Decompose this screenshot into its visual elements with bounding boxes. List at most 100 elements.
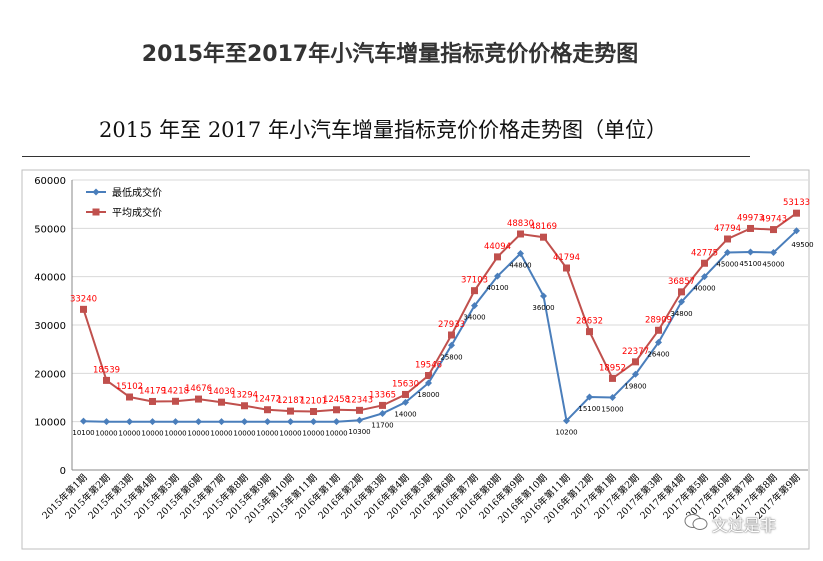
min-data-label: 18000 — [417, 391, 439, 399]
avg-series-point — [586, 328, 593, 336]
min-data-label: 10000 — [141, 430, 163, 438]
y-tick-label: 60000 — [34, 176, 66, 187]
min-series-point — [793, 227, 800, 235]
avg-data-label: 47794 — [714, 224, 741, 234]
avg-series-point — [448, 331, 455, 339]
min-data-label: 34000 — [463, 314, 485, 322]
avg-data-label: 28632 — [576, 317, 603, 327]
min-data-label: 10000 — [164, 430, 186, 438]
min-data-label: 14000 — [394, 410, 416, 418]
avg-data-label: 12458 — [323, 395, 350, 405]
avg-series-point — [747, 224, 754, 232]
min-data-label: 10000 — [187, 430, 209, 438]
y-tick-label: 0 — [60, 466, 66, 477]
avg-series-point — [563, 264, 570, 272]
avg-data-label: 41794 — [553, 253, 580, 263]
min-data-label: 11700 — [371, 421, 393, 429]
min-data-label: 26400 — [647, 350, 669, 358]
min-data-label: 10000 — [233, 430, 255, 438]
page-title: 2015年至2017年小汽车增量指标竞价价格走势图 — [141, 42, 639, 67]
min-series-point — [241, 418, 248, 426]
min-data-label: 10000 — [256, 430, 278, 438]
avg-data-label: 42775 — [691, 248, 718, 258]
avg-series-point — [264, 406, 271, 414]
min-data-label: 34800 — [670, 310, 692, 318]
avg-series-point — [701, 259, 708, 267]
avg-series-point — [494, 253, 501, 261]
min-data-label: 40000 — [693, 285, 715, 293]
avg-data-label: 12101 — [300, 397, 327, 407]
avg-series-point — [218, 398, 225, 406]
min-series-point — [425, 379, 432, 387]
min-series-point — [103, 418, 110, 426]
avg-data-label: 12187 — [277, 396, 304, 406]
min-series-point — [264, 418, 271, 426]
min-series-point — [701, 273, 708, 281]
min-series-point — [149, 418, 156, 426]
min-data-label: 44800 — [509, 261, 531, 269]
min-series-point — [770, 249, 777, 256]
data-labels: 10100 10000 10000 10000 10000 10000 10000 10000… — [70, 198, 814, 437]
min-data-label: 45000 — [762, 261, 784, 269]
avg-data-label: 13294 — [231, 391, 258, 401]
min-data-label: 10100 — [72, 429, 94, 437]
min-series-point — [471, 302, 478, 310]
min-data-label: 19800 — [624, 382, 646, 390]
min-data-label: 45100 — [739, 260, 761, 268]
min-data-label: 15000 — [601, 406, 623, 414]
heading-divider — [22, 156, 750, 157]
avg-data-label: 18952 — [599, 363, 626, 373]
avg-data-label: 27933 — [438, 320, 465, 330]
min-series-point — [356, 416, 363, 424]
avg-series-point — [333, 406, 340, 414]
min-data-label: 10000 — [210, 430, 232, 438]
legend-min-label: 最低成交价 — [112, 186, 162, 199]
min-series-point — [195, 418, 202, 426]
min-series-point — [632, 370, 639, 378]
avg-data-label: 18539 — [93, 365, 120, 375]
chart-frame — [21, 169, 810, 550]
min-series-point — [586, 393, 593, 401]
min-series-point — [540, 292, 547, 300]
y-tick-label: 20000 — [34, 369, 66, 380]
min-series-point — [310, 418, 317, 426]
avg-series-point — [793, 209, 800, 217]
avg-data-label: 48830 — [507, 219, 534, 229]
avg-series-point — [80, 305, 87, 313]
avg-data-label: 12472 — [254, 395, 281, 405]
gridlines — [72, 179, 808, 423]
legend-avg-marker — [92, 208, 100, 216]
avg-series-point — [287, 407, 294, 415]
avg-series-point — [379, 401, 386, 409]
min-data-label: 10000 — [279, 430, 301, 438]
avg-data-label: 14179 — [139, 386, 166, 396]
min-data-label: 49500 — [791, 241, 813, 249]
avg-series-point — [517, 230, 524, 238]
series — [80, 209, 800, 426]
min-data-label: 10000 — [325, 430, 347, 438]
min-series-point — [126, 418, 133, 426]
avg-data-label: 36857 — [668, 277, 695, 287]
legend-min-marker — [92, 188, 100, 196]
avg-series-point — [609, 374, 616, 382]
avg-series-point — [241, 402, 248, 410]
min-data-label: 10000 — [95, 430, 117, 438]
min-series-point — [517, 249, 524, 257]
min-data-label: 10200 — [555, 429, 577, 437]
y-tick-label: 50000 — [34, 224, 66, 235]
y-tick-label: 10000 — [34, 418, 66, 429]
avg-data-label: 12343 — [346, 395, 373, 405]
min-data-label: 36000 — [532, 304, 554, 312]
min-series-point — [724, 249, 731, 256]
watermark-text: 文过是非 — [712, 516, 777, 535]
min-series-point — [448, 341, 455, 349]
avg-data-label: 48169 — [530, 222, 557, 232]
min-data-label: 40100 — [486, 284, 508, 292]
avg-series-point — [402, 390, 409, 398]
avg-series-point — [195, 395, 202, 403]
min-series-point — [747, 248, 754, 256]
avg-data-label: 15630 — [392, 379, 419, 389]
avg-series-point — [770, 226, 777, 234]
